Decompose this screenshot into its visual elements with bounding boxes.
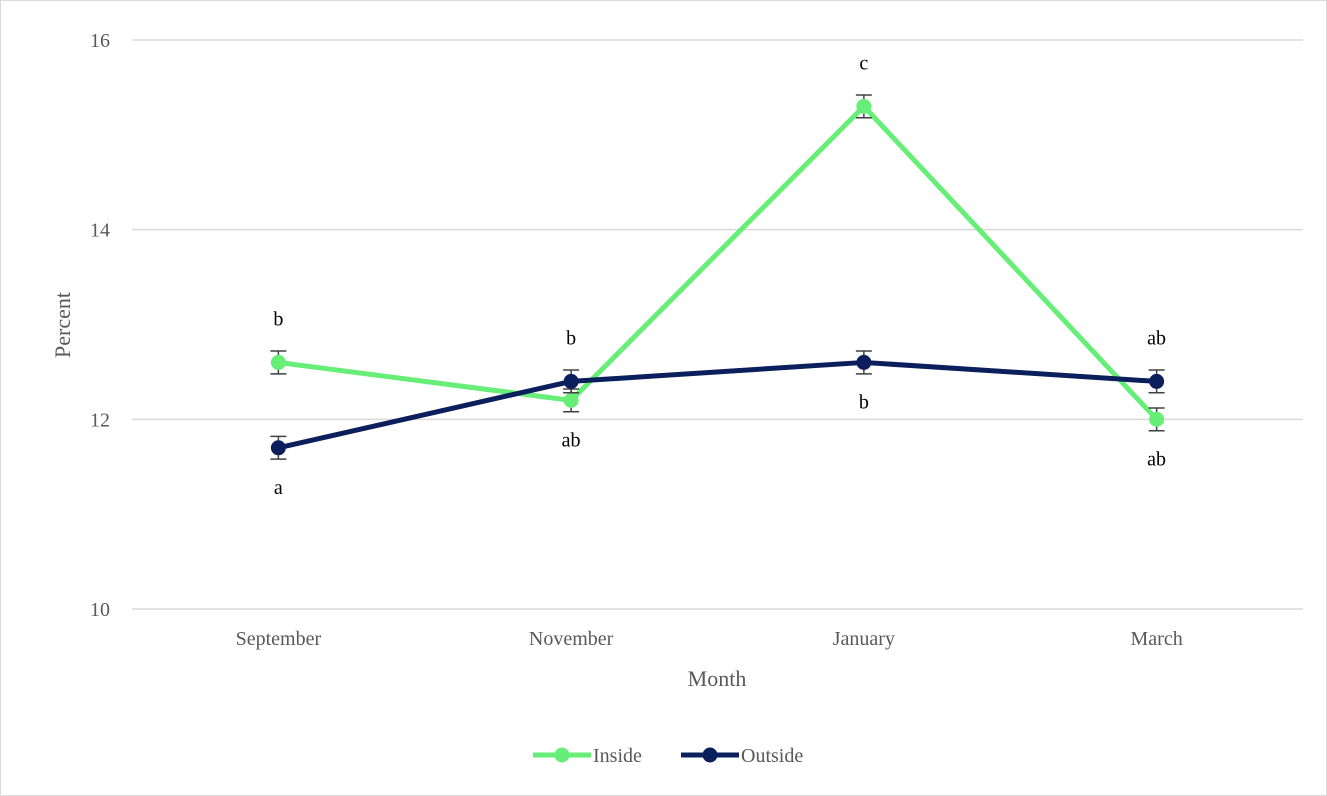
- x-tick-label: September: [236, 628, 322, 650]
- legend-swatch-marker: [702, 747, 718, 763]
- data-point: [1149, 411, 1165, 427]
- data-point: [563, 392, 579, 408]
- significance-label: a: [274, 477, 283, 499]
- series-line: [275, 359, 1160, 451]
- gridlines: [132, 39, 1303, 610]
- legend-item-outside: Outside: [681, 745, 803, 767]
- legend-label: Inside: [593, 745, 642, 767]
- legend-label: Outside: [741, 745, 803, 767]
- series-inside: [270, 94, 1165, 432]
- x-tick-label: November: [529, 628, 614, 650]
- significance-label: c: [859, 52, 868, 74]
- y-tick-label: 12: [90, 409, 110, 431]
- data-point: [1149, 373, 1165, 389]
- data-point: [270, 354, 286, 370]
- y-axis-title: Percent: [50, 292, 75, 358]
- significance-label: b: [566, 327, 576, 349]
- significance-label: ab: [1147, 327, 1166, 349]
- series-layer: [270, 94, 1165, 460]
- y-tick-label: 16: [90, 30, 110, 52]
- y-axis-ticks: 10 12 14 16: [90, 30, 110, 621]
- data-point: [563, 373, 579, 389]
- series-outside: [270, 350, 1165, 460]
- data-point: [856, 354, 872, 370]
- significance-label: ab: [562, 429, 581, 451]
- legend: Inside Outside: [533, 745, 803, 767]
- y-tick-label: 10: [90, 599, 110, 621]
- data-point: [270, 440, 286, 456]
- x-axis-ticks: September November January March: [236, 628, 1183, 650]
- significance-label: ab: [1147, 448, 1166, 470]
- data-point: [856, 98, 872, 114]
- significance-label: b: [859, 391, 869, 413]
- x-axis-title: Month: [688, 666, 747, 691]
- series-line: [275, 103, 1160, 422]
- legend-item-inside: Inside: [533, 745, 642, 767]
- y-tick-label: 14: [90, 220, 110, 242]
- significance-label: b: [273, 308, 283, 330]
- x-tick-label: March: [1131, 628, 1183, 650]
- legend-swatch-marker: [554, 747, 570, 763]
- x-tick-label: January: [833, 628, 895, 650]
